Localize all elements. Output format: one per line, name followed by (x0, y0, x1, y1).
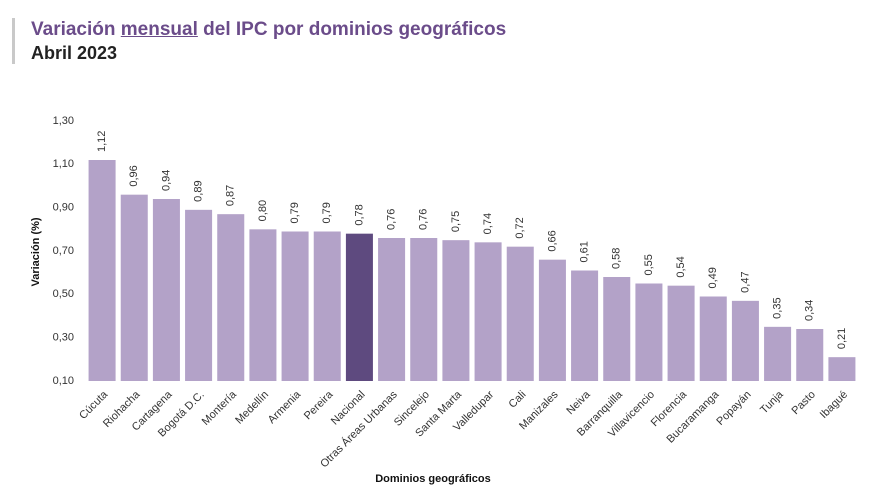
y-axis-label: Variación (%) (30, 217, 42, 286)
header: Variación mensual del IPC por dominios g… (12, 18, 506, 64)
x-axis-label: Dominios geográficos (375, 473, 491, 485)
bar (249, 229, 277, 381)
bar (152, 199, 180, 381)
x-tick-label: Medellín (233, 389, 271, 427)
bar (88, 160, 116, 381)
y-tick-label: 0,50 (53, 288, 74, 300)
bar (538, 259, 566, 381)
bar (281, 231, 309, 381)
bar (185, 209, 213, 381)
value-label: 0,58 (611, 248, 623, 269)
bar (410, 238, 438, 381)
x-tick-label: Popayán (714, 389, 753, 428)
x-tick-label: Tunja (758, 388, 786, 416)
y-tick-label: 0,10 (53, 375, 74, 387)
value-label: 1,12 (96, 131, 108, 152)
value-label: 0,66 (546, 230, 558, 251)
x-tick-label: Montería (200, 388, 240, 428)
value-label: 0,74 (482, 213, 494, 234)
bar (345, 233, 373, 381)
bar (635, 283, 663, 381)
value-label: 0,79 (321, 202, 333, 223)
bar (667, 285, 695, 381)
x-tick-label: Cali (507, 389, 529, 411)
value-label: 0,79 (289, 202, 301, 223)
value-label: 0,94 (160, 170, 172, 191)
bar (764, 326, 792, 381)
bar (120, 194, 148, 381)
y-tick-label: 1,30 (53, 115, 74, 127)
y-tick-label: 0,30 (53, 332, 74, 344)
y-tick-label: 1,10 (53, 158, 74, 170)
value-label: 0,34 (804, 300, 816, 321)
value-label: 0,80 (257, 200, 269, 221)
bar (731, 300, 759, 381)
bar (474, 242, 502, 381)
value-label: 0,78 (353, 204, 365, 225)
value-label: 0,75 (450, 211, 462, 232)
chart-title: Variación mensual del IPC por dominios g… (31, 18, 506, 42)
value-label: 0,89 (192, 180, 204, 201)
value-label: 0,47 (739, 271, 751, 292)
value-label: 0,61 (578, 241, 590, 262)
bar (571, 270, 599, 381)
bar (699, 296, 727, 381)
x-tick-label: Ibagué (818, 389, 850, 421)
x-tick-label: Neiva (564, 388, 593, 417)
x-tick-label: Pasto (790, 389, 818, 417)
y-tick-label: 0,90 (53, 202, 74, 214)
y-tick-label: 0,70 (53, 245, 74, 257)
chart-subtitle: Abril 2023 (31, 43, 118, 63)
value-label: 0,96 (128, 165, 140, 186)
bar (506, 246, 534, 381)
bar (217, 214, 245, 381)
bar (603, 277, 631, 381)
x-tick-label: Armenia (266, 388, 304, 426)
title-part: mensual (120, 19, 198, 40)
value-label: 0,54 (675, 256, 687, 277)
bar (313, 231, 341, 381)
bar (378, 238, 406, 381)
value-label: 0,49 (707, 267, 719, 288)
value-label: 0,87 (225, 185, 237, 206)
value-label: 0,72 (514, 217, 526, 238)
title-part: Variación (31, 19, 116, 40)
title-part: del IPC por dominios geográficos (203, 19, 507, 40)
bar (828, 357, 856, 381)
value-label: 0,76 (418, 209, 430, 230)
bar (796, 329, 824, 381)
value-label: 0,76 (385, 209, 397, 230)
bar (442, 240, 470, 381)
value-label: 0,55 (643, 254, 655, 275)
value-label: 0,21 (836, 328, 848, 349)
value-label: 0,35 (771, 297, 783, 318)
